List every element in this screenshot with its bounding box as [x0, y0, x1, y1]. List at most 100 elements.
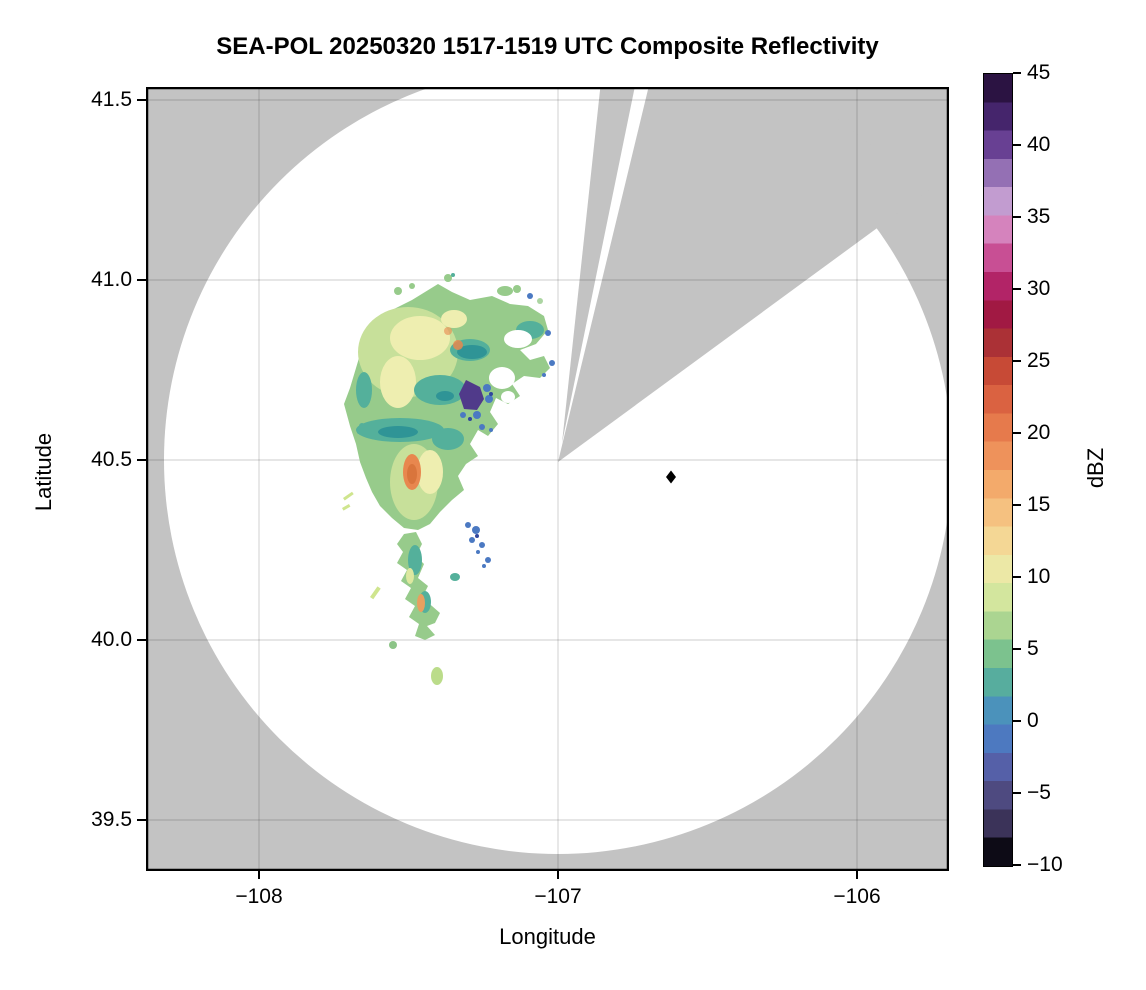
y-tick-mark — [137, 99, 146, 101]
echo-shape — [380, 356, 416, 408]
y-tick-label: 41.5 — [91, 88, 132, 111]
echo-shape — [359, 423, 365, 429]
colorbar-tick-mark — [1013, 648, 1021, 650]
echo-shape — [475, 534, 479, 538]
echo-shape — [497, 286, 513, 296]
echo-shape — [485, 395, 493, 403]
x-tick-mark — [856, 871, 858, 879]
colorbar-tick-mark — [1013, 576, 1021, 578]
echo-shape — [468, 417, 472, 421]
radar-ppi-canvas — [145, 15, 952, 872]
colorbar-tick-label: −5 — [1027, 781, 1051, 804]
echo-shape — [542, 373, 546, 377]
echo-shape — [436, 391, 454, 401]
x-tick-label: −108 — [235, 885, 283, 908]
y-tick-mark — [137, 279, 146, 281]
echo-shape — [394, 287, 402, 295]
echo-shape — [444, 327, 452, 335]
echo-shape — [407, 464, 417, 484]
colorbar-tick-label: 25 — [1027, 349, 1051, 372]
echo-shape — [390, 316, 450, 360]
plot-area — [145, 15, 952, 872]
colorbar-label: dBZ — [1083, 447, 1108, 489]
colorbar-tick-mark — [1013, 504, 1021, 506]
echo-shape — [408, 545, 422, 575]
colorbar-tick-label: 0 — [1027, 709, 1039, 732]
echo-shape — [444, 274, 452, 282]
x-axis-label: Longitude — [499, 924, 596, 949]
colorbar — [983, 73, 1013, 867]
y-axis-label: Latitude — [31, 432, 56, 512]
y-tick-mark — [137, 639, 146, 641]
echo-shape — [479, 424, 485, 430]
y-tick-label: 40.0 — [91, 628, 132, 651]
echo-shape — [489, 428, 493, 432]
blocked-wedge-northeast-sector — [558, 15, 929, 462]
echo-shape — [414, 375, 466, 405]
echo-shape — [504, 330, 532, 348]
echo-shape — [453, 340, 463, 350]
plot-title: SEA-POL 20250320 1517-1519 UTC Composite… — [216, 33, 879, 60]
echo-shape — [397, 532, 440, 640]
echo-shape — [537, 298, 543, 304]
echo-shape — [409, 283, 415, 289]
x-tick-mark — [258, 871, 260, 879]
echo-shape — [432, 428, 464, 450]
site-marker-diamond — [666, 470, 676, 484]
echo-shape — [489, 392, 493, 396]
y-tick-label: 39.5 — [91, 808, 132, 831]
colorbar-tick-label: 20 — [1027, 421, 1051, 444]
echo-shape — [513, 285, 521, 293]
colorbar-tick-label: 40 — [1027, 133, 1051, 156]
echo-shape — [489, 367, 515, 389]
echo-shape — [342, 504, 351, 511]
echo-shape — [476, 550, 480, 554]
colorbar-tick-mark — [1013, 432, 1021, 434]
echo-shape — [545, 330, 551, 336]
echo-shape — [417, 450, 443, 494]
echo-shape — [460, 412, 466, 418]
colorbar-tick-mark — [1013, 792, 1021, 794]
echo-shape — [482, 564, 486, 568]
colorbar-tick-label: 35 — [1027, 205, 1051, 228]
echo-shape — [457, 345, 487, 359]
colorbar-tick-mark — [1013, 360, 1021, 362]
echo-shape — [472, 526, 480, 534]
echo-shape — [370, 586, 381, 600]
echo-shape — [343, 491, 354, 501]
colorbar-tick-mark — [1013, 864, 1021, 866]
colorbar-tick-mark — [1013, 72, 1021, 74]
colorbar-tick-label: 10 — [1027, 565, 1051, 588]
echo-shape — [431, 667, 443, 685]
echo-shape — [357, 430, 361, 434]
y-tick-label: 40.5 — [91, 448, 132, 471]
colorbar-tick-label: 15 — [1027, 493, 1051, 516]
echo-shape — [389, 641, 397, 649]
colorbar-tick-mark — [1013, 144, 1021, 146]
echo-shape — [450, 573, 460, 581]
colorbar-tick-label: 45 — [1027, 61, 1051, 84]
echo-shape — [469, 537, 475, 543]
colorbar-tick-label: 30 — [1027, 277, 1051, 300]
echo-shape — [485, 557, 491, 563]
x-tick-label: −107 — [534, 885, 582, 908]
echo-shape — [356, 372, 372, 408]
echo-shape — [501, 391, 515, 403]
echo-shape — [378, 426, 418, 438]
echo-shape — [483, 384, 491, 392]
colorbar-tick-label: 5 — [1027, 637, 1039, 660]
x-tick-mark — [557, 871, 559, 879]
echo-shape — [406, 568, 414, 584]
echo-shape — [549, 360, 555, 366]
colorbar-tick-mark — [1013, 288, 1021, 290]
colorbar-tick-mark — [1013, 216, 1021, 218]
echo-shape — [441, 310, 467, 328]
x-tick-label: −106 — [833, 885, 881, 908]
echo-shape — [473, 411, 481, 419]
echo-shape — [451, 273, 455, 277]
blocked-wedge-narrow-north-sliver — [562, 81, 636, 443]
axes-spine — [145, 86, 950, 872]
echo-shape — [465, 522, 471, 528]
y-tick-mark — [137, 459, 146, 461]
